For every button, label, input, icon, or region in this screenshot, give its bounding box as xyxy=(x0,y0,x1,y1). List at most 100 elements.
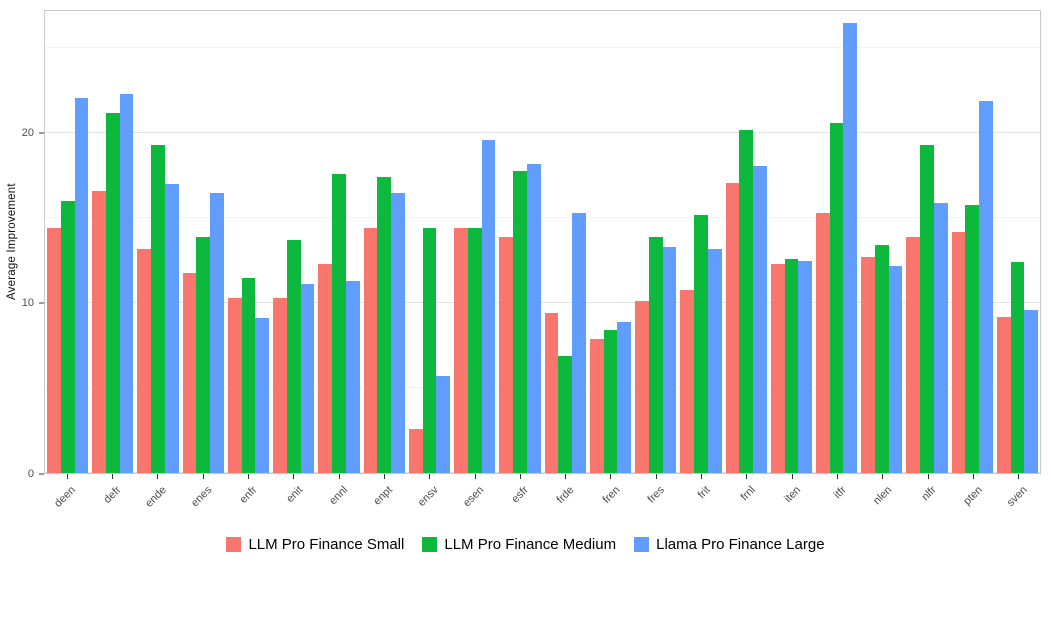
bar-group xyxy=(226,11,271,473)
x-tick-label: enfr xyxy=(237,484,260,506)
bar xyxy=(363,228,378,473)
x-tick-label: frnl xyxy=(738,484,758,504)
bar xyxy=(739,129,754,473)
bar-group xyxy=(181,11,226,473)
bar-group xyxy=(90,11,135,473)
x-axis: deen defr ende enes enfr enit ennl enpt ensv esen… xyxy=(44,474,1041,536)
bar xyxy=(300,284,315,473)
bar xyxy=(861,257,875,473)
bar xyxy=(558,355,573,473)
x-tick-label: ennl xyxy=(326,484,351,508)
bar xyxy=(635,301,649,473)
bar xyxy=(920,145,934,473)
bar xyxy=(770,264,785,473)
x-tick-label: iten xyxy=(782,484,804,506)
x-tick-mark xyxy=(791,474,793,479)
bar xyxy=(906,236,921,473)
x-tick-mark xyxy=(429,474,431,479)
x-tick-label: esfr xyxy=(509,484,532,506)
x-tick-mark xyxy=(202,474,204,479)
bar-group xyxy=(678,11,723,473)
x-tick-label: deen xyxy=(52,484,79,510)
major-gridline xyxy=(45,302,1040,304)
bar xyxy=(151,145,165,473)
x-tick-mark xyxy=(293,474,295,479)
x-tick-mark xyxy=(247,474,249,479)
bar xyxy=(467,228,482,473)
minor-gridline xyxy=(45,387,1040,389)
bar xyxy=(979,101,993,473)
bar-group xyxy=(859,11,904,473)
bar xyxy=(92,191,106,473)
bar xyxy=(318,264,333,473)
bar-group xyxy=(362,11,407,473)
bar xyxy=(648,236,663,473)
bar-group xyxy=(316,11,361,473)
x-tick-mark xyxy=(610,474,612,479)
bar xyxy=(603,330,618,473)
bar-group xyxy=(904,11,949,473)
bar xyxy=(513,170,527,473)
bar xyxy=(74,97,89,473)
x-tick-mark xyxy=(338,474,340,479)
bar xyxy=(753,165,767,473)
bar xyxy=(707,248,722,473)
bar xyxy=(481,140,496,473)
y-tick-mark xyxy=(39,473,44,475)
legend-label: Llama Pro Finance Large xyxy=(656,536,825,553)
bar xyxy=(1024,309,1039,473)
plot-area xyxy=(44,10,1041,474)
bar xyxy=(815,213,830,473)
bar xyxy=(377,177,392,473)
x-tick-label: nlfr xyxy=(919,484,940,504)
y-tick-label: 20 xyxy=(21,126,34,139)
bar xyxy=(255,318,270,473)
y-tick-mark xyxy=(39,132,44,134)
x-tick-mark xyxy=(1018,474,1020,479)
bar xyxy=(694,214,708,473)
bar-group xyxy=(724,11,769,473)
bar xyxy=(60,201,75,473)
bar xyxy=(436,376,451,473)
bar xyxy=(617,321,632,473)
bar xyxy=(996,316,1011,473)
x-tick-mark xyxy=(746,474,748,479)
bar xyxy=(47,228,61,473)
x-tick-label: frde xyxy=(554,484,577,506)
bar xyxy=(784,259,799,473)
bar xyxy=(1010,262,1025,473)
bar xyxy=(422,228,437,473)
bar-group xyxy=(950,11,995,473)
bar xyxy=(798,260,812,473)
bar xyxy=(137,248,152,473)
x-tick-mark xyxy=(837,474,839,479)
x-tick-label: pten xyxy=(960,484,985,508)
bar xyxy=(965,204,980,473)
x-tick-mark xyxy=(973,474,975,479)
bar xyxy=(345,281,360,473)
major-gridline xyxy=(45,132,1040,134)
minor-gridline xyxy=(45,217,1040,219)
bar xyxy=(829,123,844,473)
x-tick-label: frit xyxy=(695,484,713,502)
x-tick-label: itfr xyxy=(831,484,849,502)
bar xyxy=(196,236,211,473)
legend-label: LLM Pro Finance Medium xyxy=(444,536,617,553)
legend: LLM Pro Finance Small LLM Pro Finance Med… xyxy=(0,536,1051,553)
x-tick-mark xyxy=(111,474,113,479)
x-tick-mark xyxy=(383,474,385,479)
bar xyxy=(933,202,948,473)
bar-group xyxy=(588,11,633,473)
legend-swatch xyxy=(634,537,650,552)
bar xyxy=(408,428,423,473)
x-tick-label: defr xyxy=(101,484,124,506)
legend-swatch xyxy=(422,537,438,552)
bar-group xyxy=(135,11,180,473)
bar-group xyxy=(452,11,497,473)
bar-group xyxy=(814,11,859,473)
bar-group xyxy=(543,11,588,473)
x-tick-label: fren xyxy=(600,484,622,506)
bar xyxy=(572,213,586,473)
x-tick-mark xyxy=(565,474,567,479)
